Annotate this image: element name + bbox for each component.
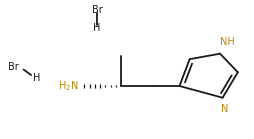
Text: H$_2$N: H$_2$N: [58, 79, 78, 93]
Text: H: H: [33, 73, 40, 83]
Text: Br: Br: [91, 5, 102, 15]
Text: NH: NH: [219, 37, 234, 47]
Text: Br: Br: [8, 62, 19, 72]
Text: H: H: [93, 23, 100, 33]
Text: N: N: [220, 104, 227, 114]
